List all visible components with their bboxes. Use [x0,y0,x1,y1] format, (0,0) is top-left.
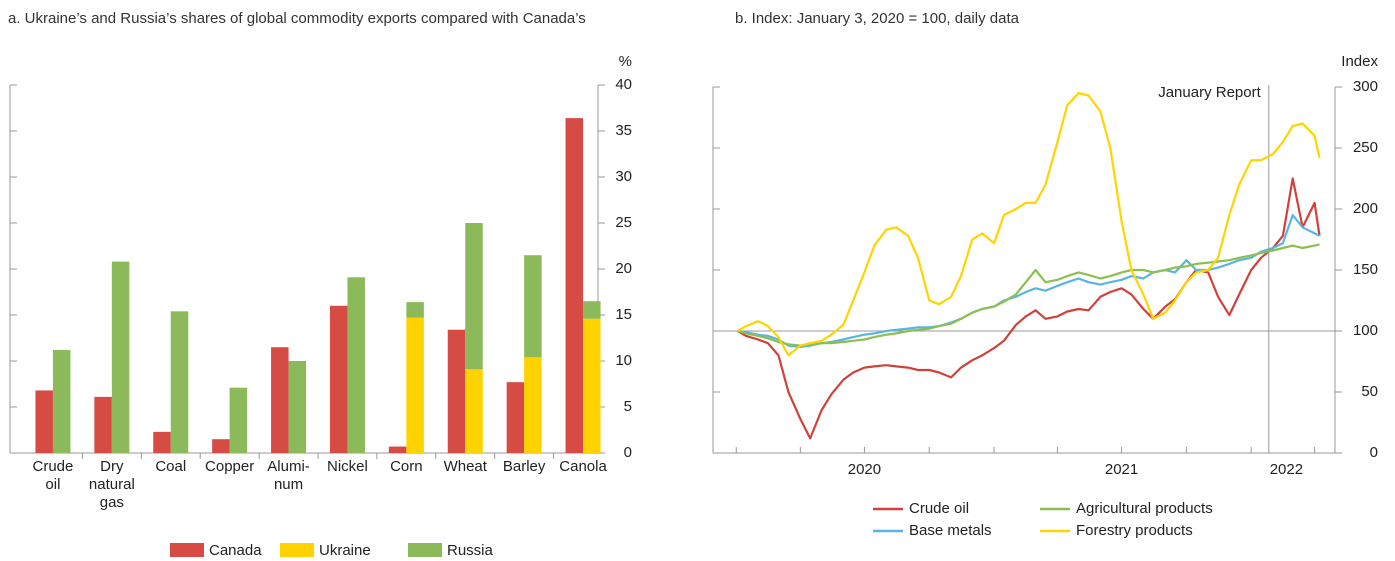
bar [212,439,230,453]
bar [465,223,483,370]
bar [271,347,289,453]
chart-title: b. Index: January 3, 2020 = 100, daily d… [735,10,1019,27]
bar [465,369,483,453]
bar [288,361,307,453]
y-tick-label: 100 [1353,322,1378,339]
legend-label: Crude oil [909,500,969,517]
legend-label: Ukraine [319,542,371,559]
bar [406,317,424,453]
bar [329,305,348,453]
annotation: January Report [1158,84,1261,101]
legend-swatch [280,543,314,557]
x-tick-label: Wheat [443,458,487,475]
bar [388,446,407,453]
y-tick-label: 300 [1353,78,1378,95]
bar [583,301,601,319]
bar [506,382,525,453]
legend-label: Russia [447,542,494,559]
legend-label: Base metals [909,522,992,539]
legend-label: Forestry products [1076,522,1193,539]
bar [153,431,171,453]
x-tick-label: 2020 [848,461,881,478]
bar [347,277,365,453]
chart-title: a. Ukraine’s and Russia’s shares of glob… [8,10,586,27]
x-tick-label: Copper [205,458,255,475]
y-tick-label: 5 [624,398,632,415]
y-tick-label: 150 [1353,261,1378,278]
x-tick-label: Barley [502,458,546,475]
line-series [737,92,1321,357]
x-tick-label: Corn [390,458,423,475]
y-axis-label: % [619,53,632,70]
y-tick-label: 250 [1353,139,1378,156]
x-tick-label: 2022 [1270,461,1303,478]
x-tick-label: Canola [559,458,607,475]
y-tick-label: 10 [615,352,632,369]
x-tick-label: Nickel [327,458,368,475]
x-tick-label: Dry natural gas [88,458,135,511]
bar [111,261,130,453]
bar [406,302,424,318]
bar [229,387,248,453]
bar [524,357,542,453]
line-series [737,177,1321,440]
y-tick-label: 15 [615,306,632,323]
legend-swatch [170,543,204,557]
legend-swatch [408,543,442,557]
y-tick-label: 35 [615,122,632,139]
y-axis-label: Index [1341,53,1378,70]
bar [524,255,542,358]
y-tick-label: 30 [615,168,632,185]
bar [565,118,584,454]
x-tick-label: Coal [155,458,187,475]
bar [170,311,189,453]
y-tick-label: 25 [615,214,632,231]
legend-label: Canada [209,542,262,559]
line-series [737,214,1320,348]
line-series [737,243,1320,347]
bar [447,329,466,453]
bar [583,318,601,453]
y-tick-label: 0 [1370,444,1378,461]
legend-label: Agricultural products [1076,500,1213,517]
x-tick-label: Alumi- num [267,458,310,493]
y-tick-label: 20 [615,260,632,277]
y-tick-label: 50 [1361,383,1378,400]
x-tick-label: Crude oil [32,458,74,493]
bar [52,349,71,453]
y-tick-label: 40 [615,76,632,93]
y-tick-label: 0 [624,444,632,461]
bar [94,396,112,453]
x-tick-label: 2021 [1105,461,1138,478]
y-tick-label: 200 [1353,200,1378,217]
bar [35,390,53,453]
